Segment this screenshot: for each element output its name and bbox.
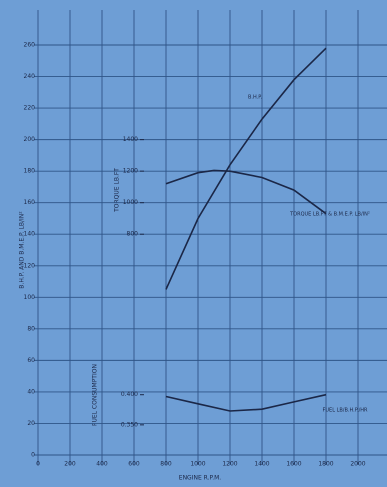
series-line xyxy=(165,169,327,215)
y2-axis-title: TORQUE LB.FT xyxy=(114,168,121,213)
x-tick-label: 2000 xyxy=(350,461,365,468)
y2-tick-label: 1200 xyxy=(123,168,138,175)
y3-tick-label: 0.400 xyxy=(121,391,138,398)
series-line xyxy=(165,47,327,290)
y-tick-label: 200 xyxy=(24,136,36,143)
y2-tick-label: 1400 xyxy=(123,136,138,143)
x-axis-title: ENGINE R.P.M. xyxy=(179,475,222,482)
y-tick-label: 180 xyxy=(24,168,36,175)
y3-axis-title: FUEL CONSUMPTION xyxy=(92,364,99,426)
y-tick-label: 80 xyxy=(27,325,35,332)
y-tick-label: 160 xyxy=(24,199,36,206)
y-tick-label: 140 xyxy=(24,231,36,238)
x-tick-label: 800 xyxy=(160,461,172,468)
series-label: FUEL LB/B.H.P./HR xyxy=(323,408,369,414)
y3-tick-label: 0.350 xyxy=(121,421,138,428)
y-tick-label: 220 xyxy=(24,105,36,112)
x-tick-label: 1200 xyxy=(222,461,237,468)
y2-tick-label: 800 xyxy=(127,231,139,238)
x-tick-label: 1000 xyxy=(190,461,205,468)
series-label: TORQUE LB.FT & B.M.E.P. LB/IN² xyxy=(289,212,370,218)
y-tick-label: 240 xyxy=(24,73,36,80)
y-axis-title: B.H.P. AND B.M.E.P. LB/IN² xyxy=(19,211,26,289)
x-tick-label: 0 xyxy=(36,461,40,468)
y-tick-label: 100 xyxy=(24,294,36,301)
y-tick-label: 20 xyxy=(27,420,35,427)
x-tick-label: 1600 xyxy=(286,461,301,468)
y-tick-label: 40 xyxy=(27,388,35,395)
x-tick-label: 400 xyxy=(96,461,108,468)
y-tick-label: 0 xyxy=(31,452,35,459)
x-tick-label: 600 xyxy=(128,461,140,468)
y-tick-label: 120 xyxy=(24,262,36,269)
x-tick-label: 1400 xyxy=(254,461,269,468)
y2-tick-label: 1000 xyxy=(123,199,138,206)
series-label: B.H.P. xyxy=(248,95,263,101)
series-line xyxy=(165,393,327,412)
x-tick-label: 1800 xyxy=(318,461,333,468)
x-tick-label: 200 xyxy=(64,461,76,468)
y-tick-label: 260 xyxy=(24,42,36,49)
y-tick-label: 60 xyxy=(27,357,35,364)
